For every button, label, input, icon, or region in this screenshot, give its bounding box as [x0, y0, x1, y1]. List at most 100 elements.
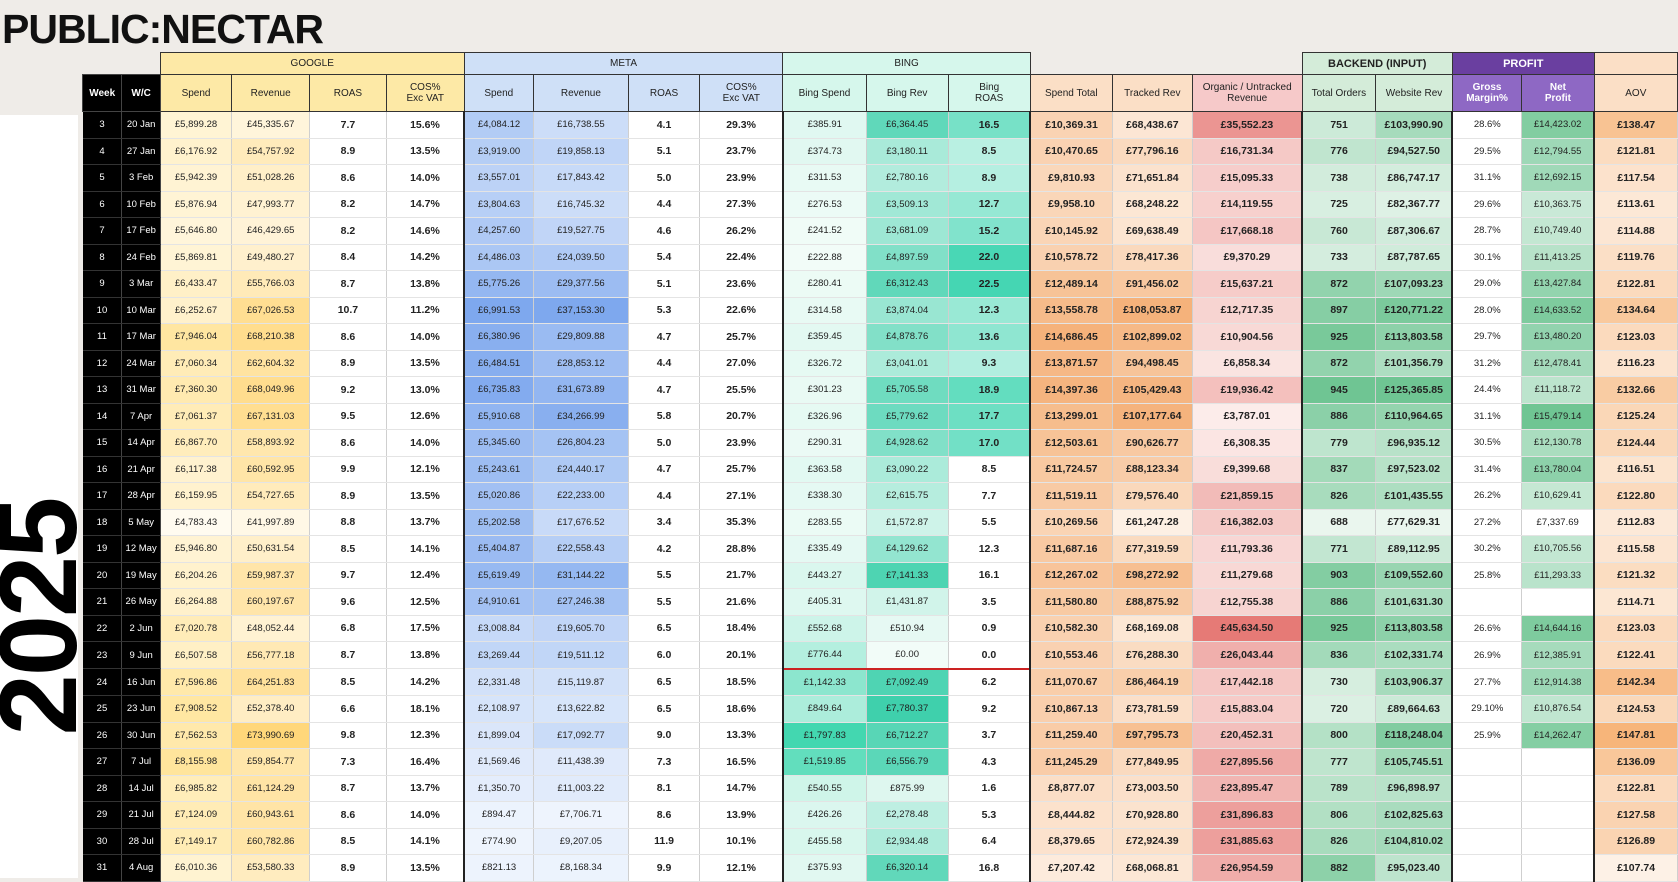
cell-net-profit[interactable]: £12,478.41	[1521, 350, 1596, 377]
cell-spend-total[interactable]: £12,489.14	[1030, 270, 1113, 298]
cell-wc[interactable]: 7 Jul	[121, 748, 161, 776]
cell-wc[interactable]: 28 Jul	[121, 828, 161, 855]
cell-bing-spend[interactable]: £314.58	[782, 297, 867, 324]
cell-bing-spend[interactable]: £241.52	[782, 217, 867, 245]
cell-tracked-rev[interactable]: £77,796.16	[1112, 138, 1193, 165]
cell-bing-rev[interactable]: £3,874.04	[866, 297, 949, 324]
cell-website-rev[interactable]: £105,745.51	[1375, 748, 1454, 776]
cell-net-profit[interactable]: £12,692.15	[1521, 164, 1596, 192]
cell-meta-spend[interactable]: £5,910.68	[464, 403, 534, 430]
cell-bing-roas[interactable]: 0.0	[948, 641, 1032, 669]
cell-organic-rev[interactable]: £6,858.34	[1192, 350, 1304, 377]
cell-meta-revenue[interactable]: £17,843.42	[533, 164, 629, 192]
cell-tracked-rev[interactable]: £86,464.19	[1112, 668, 1193, 696]
cell-meta-roas[interactable]: 6.5	[628, 695, 701, 723]
cell-meta-cos[interactable]: 20.7%	[699, 403, 784, 430]
cell-google-roas[interactable]: 8.9	[309, 482, 387, 510]
cell-organic-rev[interactable]: £17,442.18	[1192, 668, 1304, 696]
cell-aov[interactable]: £121.81	[1594, 138, 1678, 165]
cell-tracked-rev[interactable]: £77,319.59	[1112, 535, 1193, 563]
cell-meta-roas[interactable]: 5.5	[628, 562, 701, 589]
cell-meta-spend[interactable]: £2,108.97	[464, 695, 534, 723]
cell-bing-spend[interactable]: £540.55	[782, 775, 867, 802]
cell-bing-roas[interactable]: 17.0	[948, 429, 1032, 457]
cell-google-cos[interactable]: 13.8%	[386, 641, 466, 669]
cell-week[interactable]: 24	[82, 668, 123, 696]
cell-bing-rev[interactable]: £3,509.13	[866, 191, 949, 218]
cell-website-rev[interactable]: £104,810.02	[1375, 828, 1454, 855]
cell-bing-spend[interactable]: £276.53	[782, 191, 867, 218]
cell-total-orders[interactable]: 800	[1302, 722, 1377, 749]
cell-wc[interactable]: 10 Feb	[121, 191, 161, 218]
cell-meta-spend[interactable]: £5,775.26	[464, 270, 534, 298]
cell-gross-margin[interactable]: 26.9%	[1452, 641, 1523, 669]
cell-meta-spend[interactable]: £4,910.61	[464, 588, 534, 616]
cell-aov[interactable]: £116.23	[1594, 350, 1678, 377]
cell-bing-roas[interactable]: 3.5	[948, 588, 1032, 616]
cell-meta-roas[interactable]: 4.7	[628, 456, 701, 483]
cell-meta-spend[interactable]: £4,257.60	[464, 217, 534, 245]
cell-bing-spend[interactable]: £290.31	[782, 429, 867, 457]
cell-meta-spend[interactable]: £3,804.63	[464, 191, 534, 218]
cell-google-cos[interactable]: 14.0%	[386, 164, 466, 192]
cell-week[interactable]: 25	[82, 695, 123, 723]
cell-google-cos[interactable]: 14.2%	[386, 668, 466, 696]
cell-wc[interactable]: 5 May	[121, 509, 161, 536]
cell-google-spend[interactable]: £5,899.28	[160, 111, 233, 139]
cell-meta-cos[interactable]: 23.7%	[699, 138, 784, 165]
cell-total-orders[interactable]: 725	[1302, 191, 1377, 218]
cell-tracked-rev[interactable]: £77,849.95	[1112, 748, 1193, 776]
cell-aov[interactable]: £122.81	[1594, 775, 1678, 802]
cell-google-cos[interactable]: 18.1%	[386, 695, 466, 723]
cell-google-revenue[interactable]: £52,378.40	[231, 695, 311, 723]
cell-week[interactable]: 19	[82, 535, 123, 563]
cell-wc[interactable]: 10 Mar	[121, 297, 161, 324]
cell-bing-roas[interactable]: 12.3	[948, 535, 1032, 563]
cell-aov[interactable]: £115.58	[1594, 535, 1678, 563]
cell-google-roas[interactable]: 9.9	[309, 456, 387, 483]
cell-meta-spend[interactable]: £5,243.61	[464, 456, 534, 483]
cell-google-revenue[interactable]: £46,429.65	[231, 217, 311, 245]
cell-website-rev[interactable]: £103,906.37	[1375, 668, 1454, 696]
cell-net-profit[interactable]: £14,633.52	[1521, 297, 1596, 324]
cell-bing-spend[interactable]: £443.27	[782, 562, 867, 589]
cell-google-cos[interactable]: 13.5%	[386, 138, 466, 165]
cell-tracked-rev[interactable]: £107,177.64	[1112, 403, 1193, 430]
cell-meta-cos[interactable]: 20.1%	[699, 641, 784, 669]
cell-bing-roas[interactable]: 16.1	[948, 562, 1032, 589]
cell-meta-revenue[interactable]: £9,207.05	[533, 828, 629, 855]
cell-bing-roas[interactable]: 1.6	[948, 775, 1032, 802]
cell-spend-total[interactable]: £8,379.65	[1030, 828, 1113, 855]
cell-website-rev[interactable]: £107,093.23	[1375, 270, 1454, 298]
cell-bing-rev[interactable]: £3,041.01	[866, 350, 949, 377]
cell-net-profit[interactable]: £10,363.75	[1521, 191, 1596, 218]
cell-bing-spend[interactable]: £301.23	[782, 376, 867, 404]
cell-meta-cos[interactable]: 29.3%	[699, 111, 784, 139]
cell-wc[interactable]: 2 Jun	[121, 615, 161, 642]
cell-wc[interactable]: 26 May	[121, 588, 161, 616]
cell-total-orders[interactable]: 925	[1302, 615, 1377, 642]
cell-bing-roas[interactable]: 9.3	[948, 350, 1032, 377]
cell-gross-margin[interactable]: 27.7%	[1452, 668, 1523, 696]
cell-google-cos[interactable]: 17.5%	[386, 615, 466, 642]
cell-bing-rev[interactable]: £6,320.14	[866, 854, 949, 882]
cell-wc[interactable]: 19 May	[121, 562, 161, 589]
cell-meta-roas[interactable]: 6.5	[628, 615, 701, 642]
cell-gross-margin[interactable]	[1452, 775, 1523, 802]
cell-bing-spend[interactable]: £552.68	[782, 615, 867, 642]
cell-meta-cos[interactable]: 25.7%	[699, 456, 784, 483]
cell-organic-rev[interactable]: £31,885.63	[1192, 828, 1304, 855]
cell-google-cos[interactable]: 14.2%	[386, 244, 466, 271]
cell-spend-total[interactable]: £14,686.45	[1030, 323, 1113, 351]
cell-aov[interactable]: £122.80	[1594, 482, 1678, 510]
cell-bing-rev[interactable]: £510.94	[866, 615, 949, 642]
cell-total-orders[interactable]: 872	[1302, 270, 1377, 298]
cell-meta-roas[interactable]: 6.0	[628, 641, 701, 669]
cell-aov[interactable]: £147.81	[1594, 722, 1678, 749]
cell-wc[interactable]: 28 Apr	[121, 482, 161, 510]
cell-bing-spend[interactable]: £1,797.83	[782, 722, 867, 749]
cell-bing-rev[interactable]: £7,780.37	[866, 695, 949, 723]
cell-spend-total[interactable]: £10,145.92	[1030, 217, 1113, 245]
cell-net-profit[interactable]	[1521, 775, 1596, 802]
cell-bing-spend[interactable]: £849.64	[782, 695, 867, 723]
